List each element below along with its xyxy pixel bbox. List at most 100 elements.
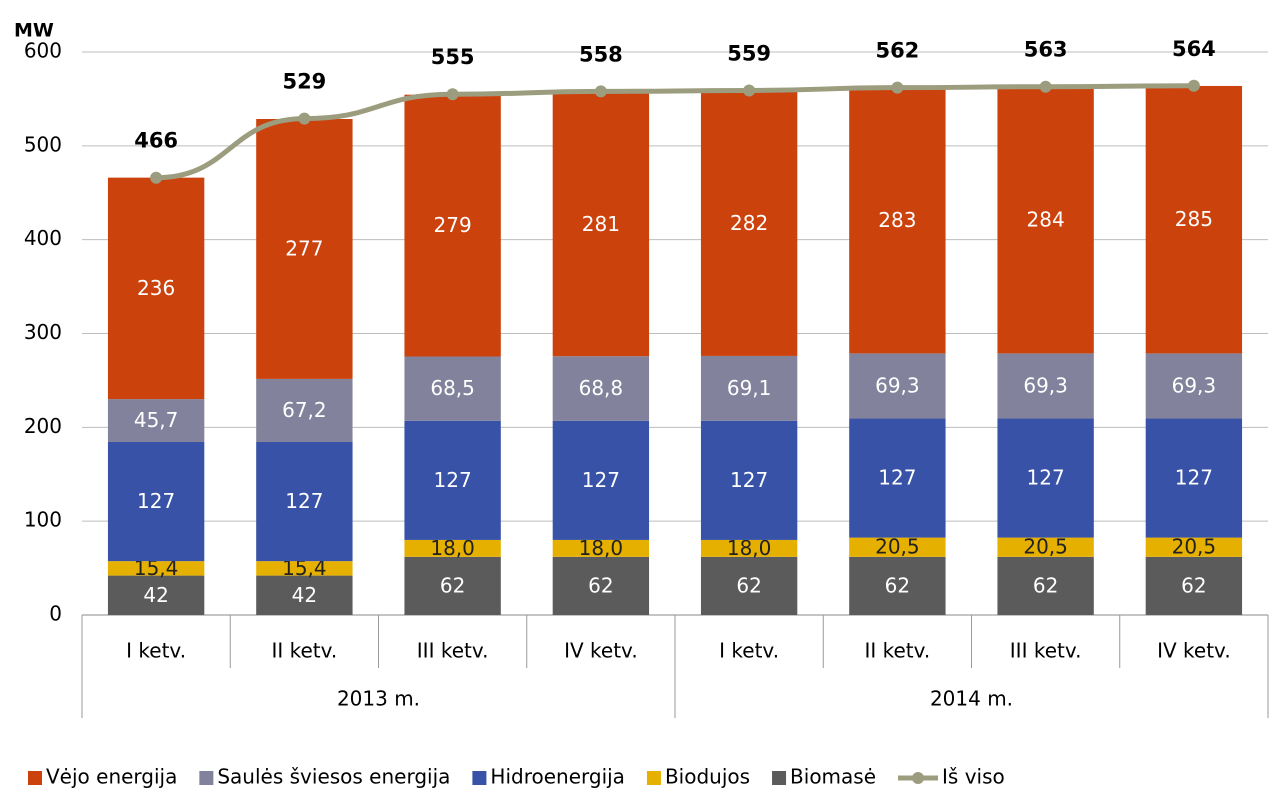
bar-segment xyxy=(1145,85,1243,354)
data-label: 281 xyxy=(582,212,620,236)
y-axis-label: MW xyxy=(14,20,54,42)
legend-label: Hidroenergija xyxy=(490,765,625,789)
total-label: 558 xyxy=(579,42,623,66)
bar-segment xyxy=(404,356,501,421)
data-label: 62 xyxy=(736,573,761,597)
x-tick-label: II ketv. xyxy=(864,639,930,663)
bar-segment xyxy=(1145,537,1243,557)
bar-segment xyxy=(107,441,205,562)
bar-segment xyxy=(552,420,650,540)
data-label: 42 xyxy=(292,583,317,607)
total-label: 529 xyxy=(282,70,326,94)
x-tick-label: I ketv. xyxy=(719,639,779,663)
legend-label: Biomasė xyxy=(790,765,876,789)
data-label: 127 xyxy=(878,466,916,490)
bar-segment xyxy=(552,539,650,557)
bar-segment xyxy=(256,378,353,442)
data-label: 127 xyxy=(285,489,323,513)
total-label: 564 xyxy=(1172,37,1216,61)
x-tick-label: IV ketv. xyxy=(1157,639,1231,663)
total-marker xyxy=(891,81,904,94)
data-label: 277 xyxy=(285,236,323,260)
bar-segment xyxy=(700,539,798,557)
bar-segment xyxy=(107,561,205,576)
total-label: 563 xyxy=(1024,38,1068,62)
bar-segment xyxy=(700,355,798,421)
bar-segment xyxy=(1145,353,1243,419)
legend-label: Iš viso xyxy=(942,765,1005,789)
legend-label: Vėjo energija xyxy=(46,765,177,789)
bar-segment xyxy=(256,575,353,615)
legend-swatch xyxy=(28,771,42,785)
legend-label: Biodujos xyxy=(665,765,750,789)
x-tick-label: III ketv. xyxy=(417,639,489,663)
data-label: 20,5 xyxy=(875,535,920,559)
bar-segment xyxy=(997,353,1094,419)
data-label: 20,5 xyxy=(1023,535,1068,559)
data-label: 127 xyxy=(137,489,175,513)
bar-segment xyxy=(997,537,1094,557)
group-label: 2014 m. xyxy=(930,687,1013,711)
bar-segment xyxy=(849,418,946,538)
y-tick-label: 200 xyxy=(24,414,62,438)
data-label: 69,3 xyxy=(1023,373,1068,397)
data-label: 127 xyxy=(1027,466,1065,490)
bar-segment xyxy=(1145,556,1243,615)
data-label: 62 xyxy=(1181,573,1206,597)
bar-segment xyxy=(107,575,205,615)
y-tick-label: 100 xyxy=(24,508,62,532)
bar-segment xyxy=(700,556,798,615)
data-label: 62 xyxy=(588,573,613,597)
bar-segment xyxy=(849,556,946,615)
data-label: 279 xyxy=(434,213,472,237)
bar-segment xyxy=(849,87,946,354)
bar-segment xyxy=(404,556,501,615)
y-tick-label: 0 xyxy=(49,602,62,626)
bar-segment xyxy=(552,92,650,357)
legend-swatch xyxy=(772,771,787,785)
legend-label: Saulės šviesos energija xyxy=(217,765,450,789)
total-marker xyxy=(150,171,163,184)
data-label: 62 xyxy=(440,573,465,597)
data-label: 68,5 xyxy=(430,376,475,400)
bar-segment xyxy=(404,539,501,557)
y-tick-label: 300 xyxy=(24,320,62,344)
data-label: 62 xyxy=(1033,573,1058,597)
bar-segment xyxy=(404,420,501,540)
data-label: 127 xyxy=(582,468,620,492)
x-tick-label: IV ketv. xyxy=(564,639,638,663)
data-label: 127 xyxy=(1175,466,1213,490)
data-label: 127 xyxy=(434,468,472,492)
total-marker xyxy=(594,85,607,98)
x-tick-label: III ketv. xyxy=(1010,639,1082,663)
bar-segment xyxy=(256,561,353,576)
bar-segment xyxy=(107,399,205,442)
bar-segment xyxy=(700,420,798,540)
group-label: 2013 m. xyxy=(337,687,420,711)
y-tick-label: 600 xyxy=(24,39,62,63)
total-label: 555 xyxy=(431,45,475,69)
legend-swatch xyxy=(472,771,487,785)
total-label: 562 xyxy=(875,39,919,63)
total-marker xyxy=(298,112,311,125)
total-marker xyxy=(1187,79,1200,92)
total-label: 559 xyxy=(727,41,771,65)
bar-segment xyxy=(552,356,650,421)
data-label: 283 xyxy=(878,208,916,232)
data-label: 69,3 xyxy=(875,373,920,397)
data-label: 69,1 xyxy=(727,376,772,400)
bar-segment xyxy=(404,94,501,357)
total-marker xyxy=(446,88,459,101)
legend-swatch xyxy=(646,771,661,785)
data-label: 69,3 xyxy=(1172,373,1217,397)
data-label: 62 xyxy=(885,573,910,597)
bar-segment xyxy=(849,537,946,557)
total-marker xyxy=(743,84,756,97)
bar-segment xyxy=(552,556,650,615)
bar-segment xyxy=(256,441,353,562)
bar-segment xyxy=(997,418,1094,538)
data-label: 68,8 xyxy=(579,376,624,400)
data-label: 284 xyxy=(1027,208,1065,232)
data-label: 236 xyxy=(137,276,175,300)
